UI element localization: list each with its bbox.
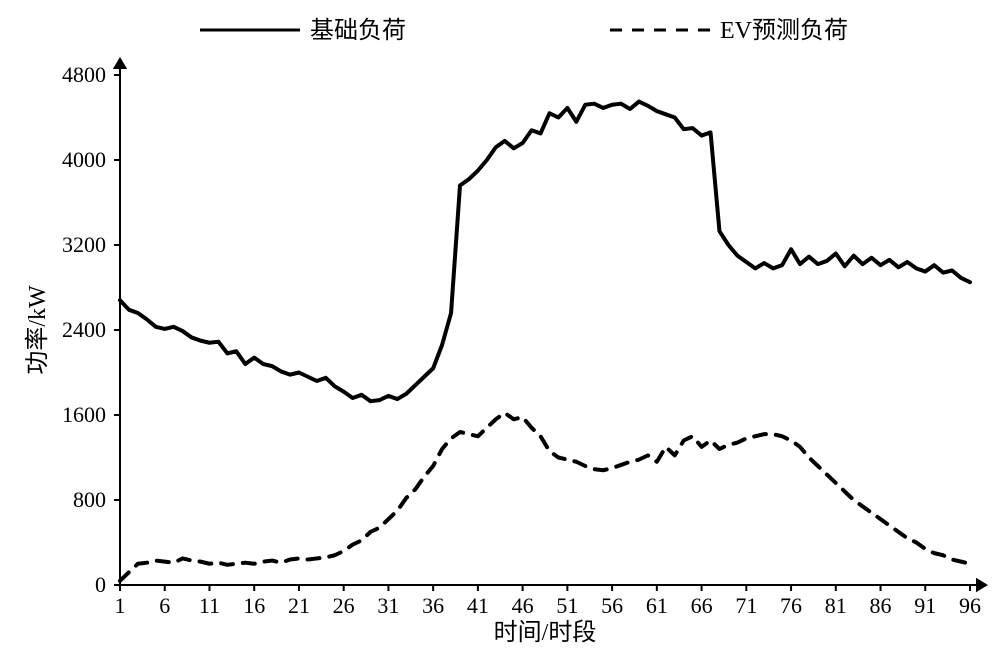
y-tick-label: 1600 [62, 402, 106, 427]
y-axis-title: 功率/kW [24, 285, 51, 375]
x-tick-label: 76 [780, 593, 802, 618]
chart-background [0, 0, 1000, 668]
x-tick-label: 16 [243, 593, 265, 618]
x-tick-label: 26 [333, 593, 355, 618]
x-tick-label: 81 [825, 593, 847, 618]
line-chart: 1611162126313641465156616671768186919608… [0, 0, 1000, 668]
x-tick-label: 21 [288, 593, 310, 618]
y-tick-label: 3200 [62, 232, 106, 257]
y-tick-label: 2400 [62, 317, 106, 342]
x-tick-label: 11 [199, 593, 220, 618]
x-tick-label: 41 [467, 593, 489, 618]
x-tick-label: 36 [422, 593, 444, 618]
x-tick-label: 46 [512, 593, 534, 618]
x-tick-label: 1 [115, 593, 126, 618]
x-tick-label: 6 [159, 593, 170, 618]
x-tick-label: 86 [870, 593, 892, 618]
chart-svg: 1611162126313641465156616671768186919608… [0, 0, 1000, 668]
x-tick-label: 91 [914, 593, 936, 618]
legend-label-base: 基础负荷 [310, 17, 406, 44]
legend-label-ev: EV预测负荷 [720, 17, 848, 44]
x-tick-label: 96 [959, 593, 981, 618]
x-tick-label: 71 [735, 593, 757, 618]
x-tick-label: 56 [601, 593, 623, 618]
y-tick-label: 0 [95, 572, 106, 597]
x-axis-title: 时间/时段 [494, 619, 597, 646]
y-tick-label: 800 [73, 487, 106, 512]
y-tick-label: 4800 [62, 62, 106, 87]
y-tick-label: 4000 [62, 147, 106, 172]
x-tick-label: 66 [691, 593, 713, 618]
x-tick-label: 61 [646, 593, 668, 618]
x-tick-label: 51 [556, 593, 578, 618]
x-tick-label: 31 [377, 593, 399, 618]
